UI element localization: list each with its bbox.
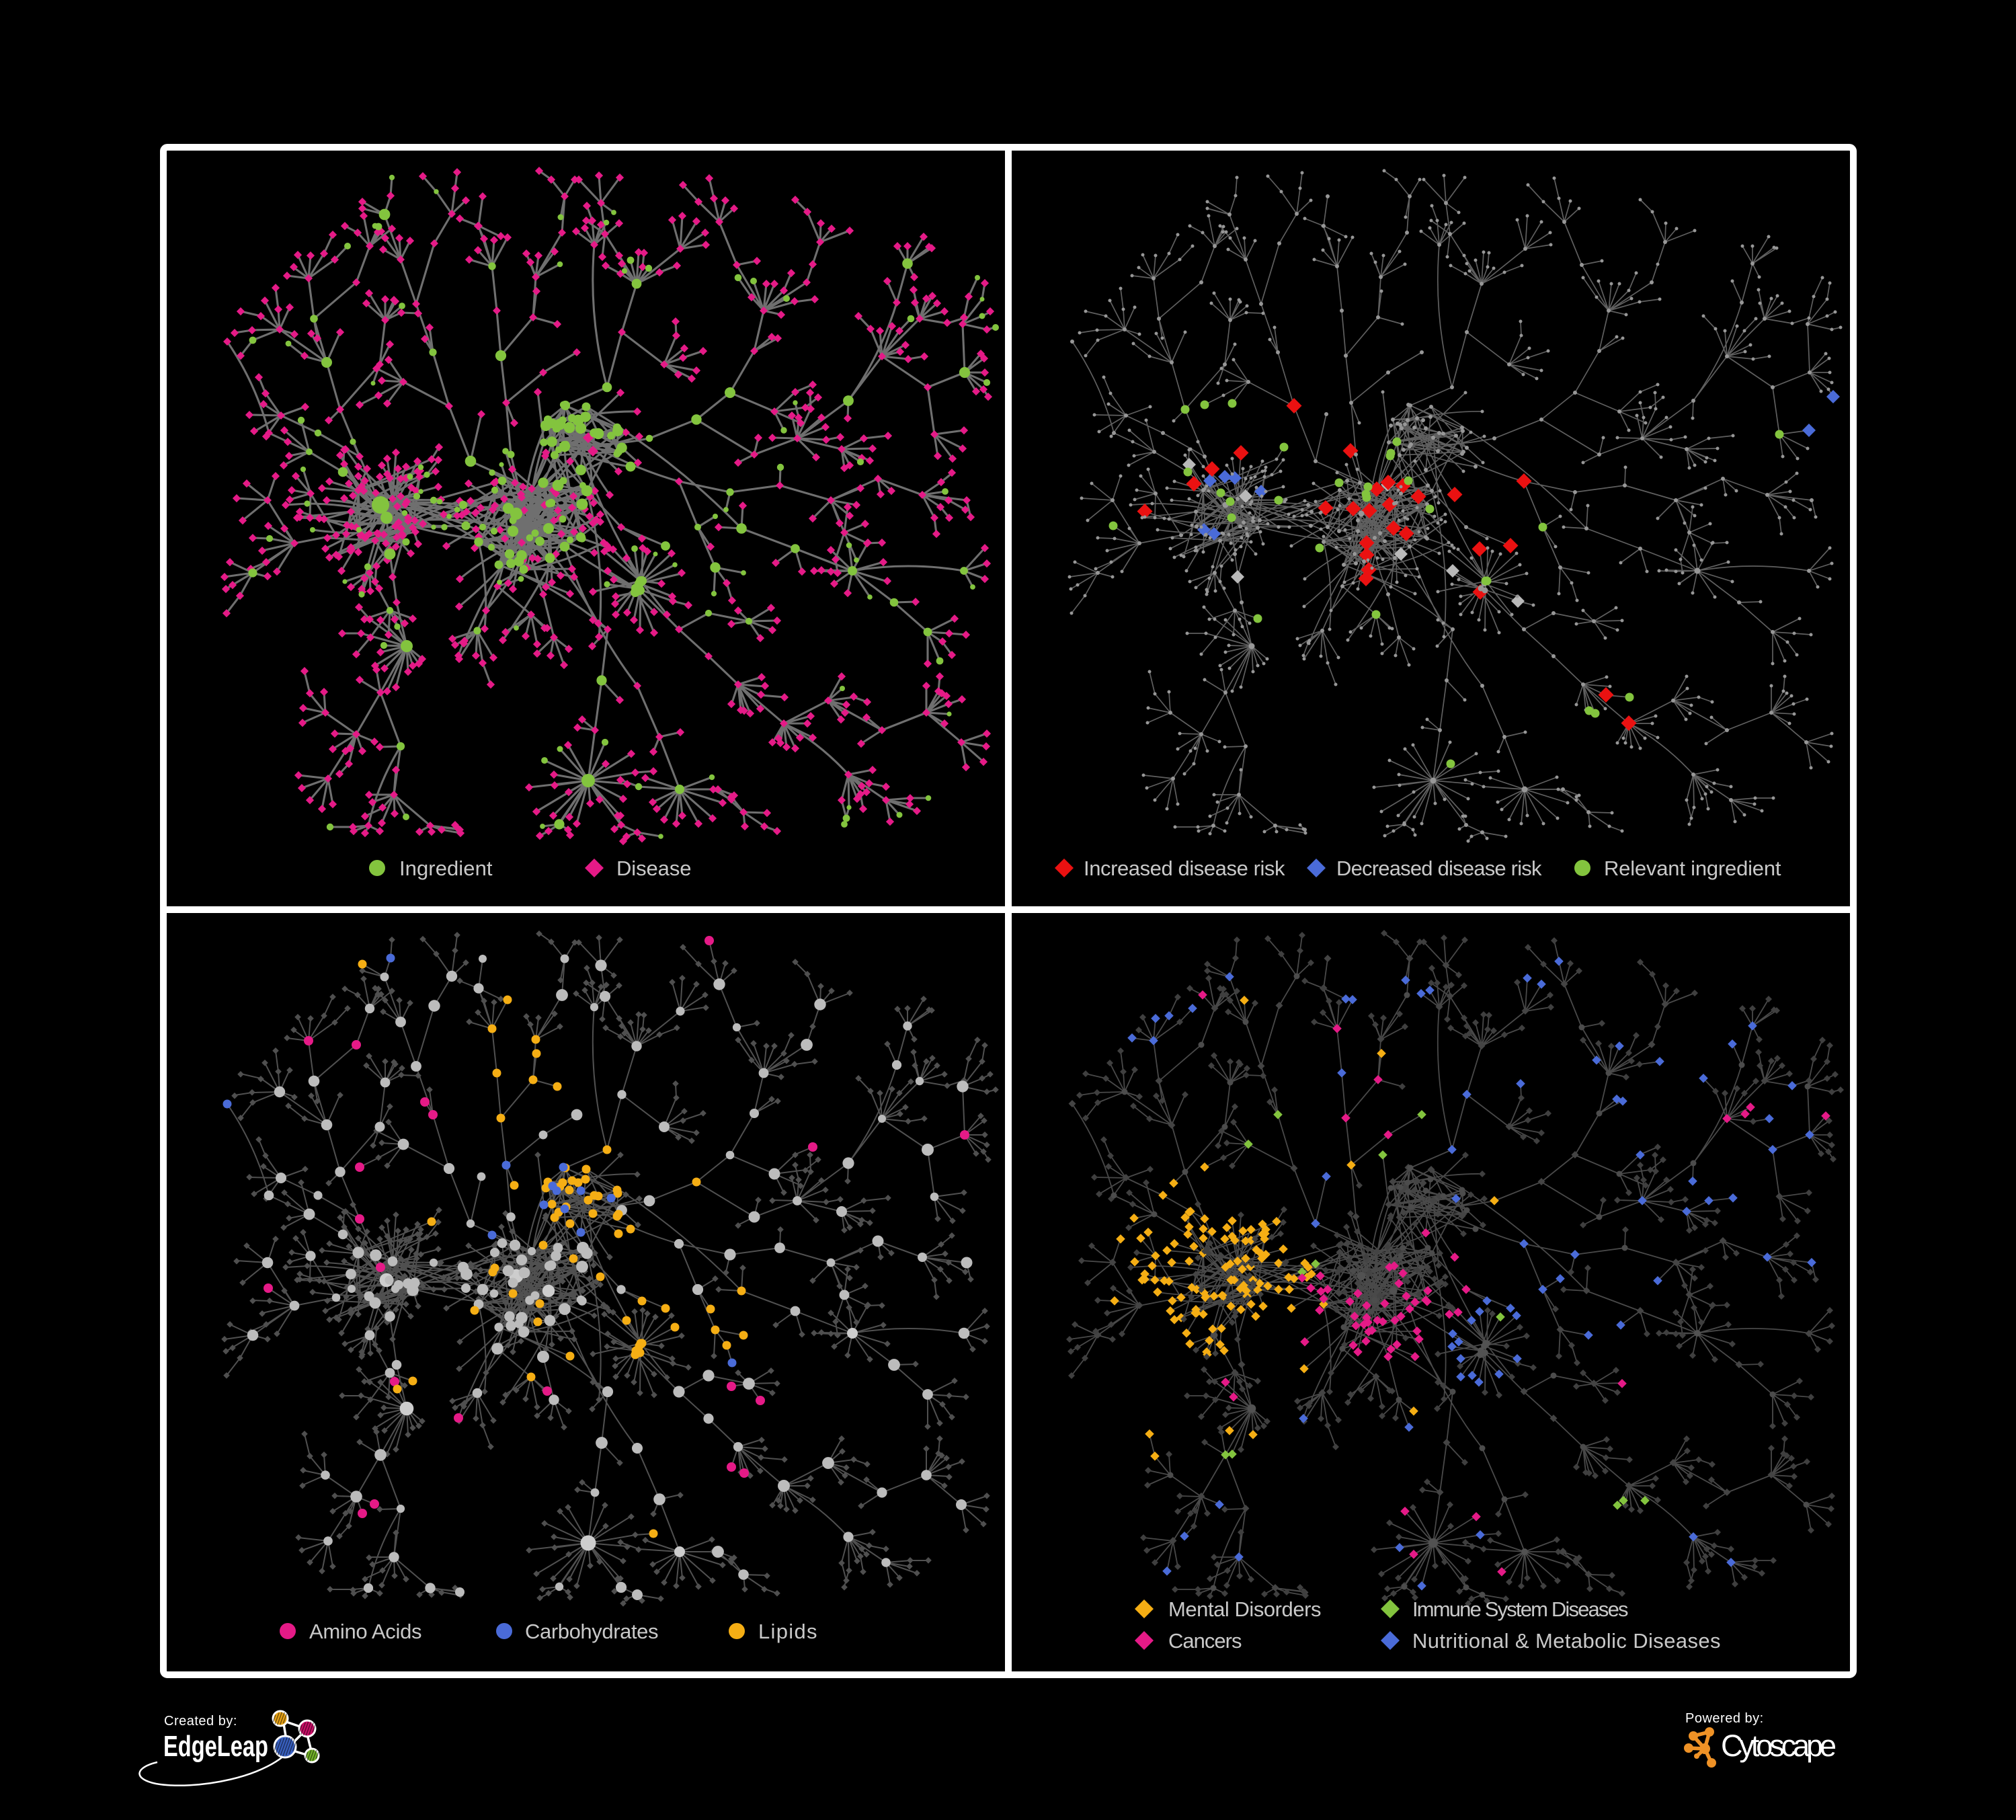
svg-text:EdgeLeap: EdgeLeap	[163, 1730, 268, 1763]
svg-text:Created by:: Created by:	[164, 1714, 237, 1729]
svg-text:Cancers: Cancers	[1168, 1629, 1242, 1653]
svg-text:Relevant ingredient: Relevant ingredient	[1604, 857, 1781, 880]
svg-text:Lipids: Lipids	[758, 1620, 817, 1643]
svg-text:Amino Acids: Amino Acids	[309, 1620, 422, 1643]
svg-text:Ingredient: Ingredient	[399, 857, 493, 880]
svg-text:Decreased disease risk: Decreased disease risk	[1336, 857, 1542, 880]
svg-text:Nutritional & Metabolic Diseas: Nutritional & Metabolic Diseases	[1412, 1629, 1721, 1653]
svg-text:Mental Disorders: Mental Disorders	[1168, 1597, 1322, 1621]
svg-text:Disease: Disease	[616, 857, 692, 880]
svg-text:Carbohydrates: Carbohydrates	[525, 1620, 659, 1643]
svg-text:Cytoscape: Cytoscape	[1721, 1729, 1837, 1763]
svg-text:Immune System Diseases: Immune System Diseases	[1412, 1597, 1629, 1621]
svg-text:Powered by:: Powered by:	[1685, 1711, 1764, 1726]
svg-text:Increased disease risk: Increased disease risk	[1084, 857, 1285, 880]
